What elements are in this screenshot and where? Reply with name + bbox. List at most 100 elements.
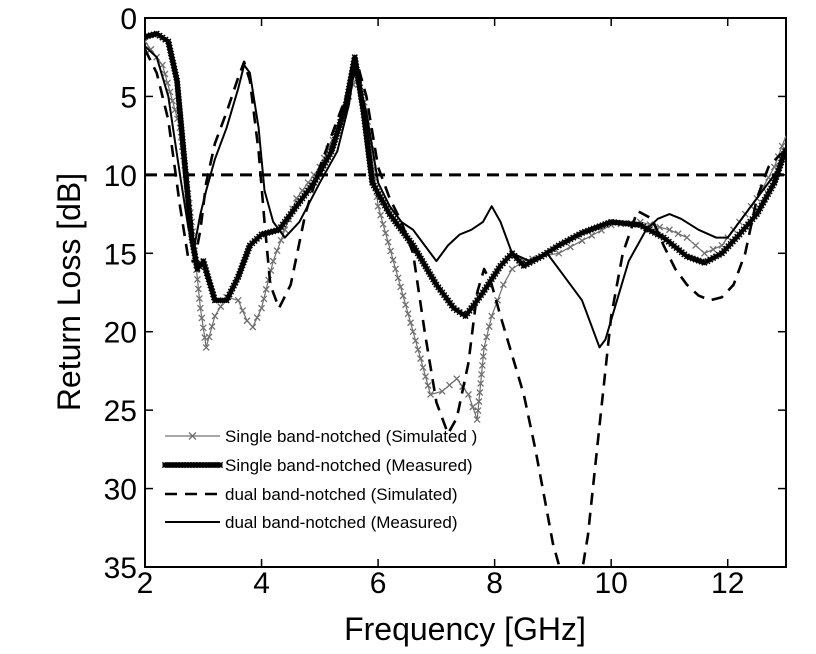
legend-label: dual band-notched (Simulated) [225,485,457,504]
star-marker [178,126,185,133]
x-marker [412,337,420,345]
x-marker [778,142,786,150]
x-marker [474,407,482,414]
star-marker [258,231,265,238]
star-marker [769,182,776,189]
star-marker [185,204,192,211]
star-marker [174,86,182,93]
star-marker [190,247,198,254]
x-tick-label: 10 [594,567,627,600]
star-marker [428,273,435,280]
star-marker [330,142,337,149]
x-marker [473,416,481,424]
star-marker [183,180,190,187]
star-marker [761,196,768,203]
star-marker [365,151,372,159]
axis-tick-labels: 2 4 6 8 10 12 0 5 10 15 20 25 30 35 [104,3,745,600]
star-marker [171,68,179,75]
star-marker [362,127,369,134]
x-tick-label: 6 [370,567,387,600]
series-layer [145,30,786,567]
x-marker [195,295,203,303]
star-marker [177,111,184,118]
star-marker [712,253,720,260]
star-marker [366,158,373,165]
star-marker [756,205,764,212]
star-marker [373,188,381,195]
star-marker [546,247,554,255]
x-marker [409,328,417,336]
star-marker [205,276,212,283]
star-marker [343,98,350,105]
star-marker [363,130,370,137]
x-marker [479,352,487,360]
star-marker [210,291,217,298]
star-marker [185,207,193,214]
star-marker [237,267,244,275]
star-marker [173,77,181,84]
star-marker [241,256,248,263]
series-line [145,48,786,567]
star-marker [361,121,369,128]
x-marker [475,398,483,405]
x-marker [392,265,400,273]
star-marker [161,461,169,469]
star-marker [174,83,181,90]
star-marker [204,273,211,280]
star-marker [147,32,154,39]
x-tick-label: 12 [711,567,744,600]
star-marker [760,199,767,206]
x-marker [566,243,574,251]
star-marker [361,118,368,125]
star-marker [239,262,246,269]
star-marker [167,47,174,54]
star-marker [621,220,628,227]
x-marker [422,373,430,380]
star-marker [207,461,214,469]
star-marker [173,74,180,81]
star-marker [210,294,218,301]
star-marker [208,285,215,292]
star-marker [182,168,189,175]
star-marker [189,240,196,248]
star-marker [264,229,271,237]
x-marker [389,256,397,264]
star-marker [230,282,237,289]
x-marker [665,226,673,234]
star-marker [189,461,196,469]
star-marker [348,69,355,77]
x-marker [478,370,485,378]
star-marker [581,228,589,235]
star-marker [349,63,357,70]
star-marker [578,229,586,237]
star-marker [213,461,221,469]
x-marker [404,310,412,318]
series-2 [145,30,786,320]
star-marker [272,227,280,234]
star-marker [645,226,653,233]
star-marker [179,135,186,142]
star-marker [596,223,603,230]
legend-item: dual band-notched (Measured) [165,513,457,532]
star-marker [349,66,356,73]
star-marker [317,168,324,175]
star-marker [764,190,772,198]
x-marker [253,314,261,322]
star-marker [201,261,208,268]
star-marker [773,173,780,181]
star-marker [627,220,634,228]
star-marker [353,63,360,70]
star-marker [338,115,345,123]
star-marker [243,250,250,258]
star-marker [223,297,230,304]
star-marker [335,124,342,131]
star-marker [549,245,557,253]
star-marker [209,288,216,295]
x-marker [424,382,432,389]
star-marker [178,129,185,136]
star-marker [561,239,568,246]
star-marker [715,251,723,258]
star-marker [201,264,209,271]
star-marker [186,216,194,223]
x-marker [508,265,516,273]
